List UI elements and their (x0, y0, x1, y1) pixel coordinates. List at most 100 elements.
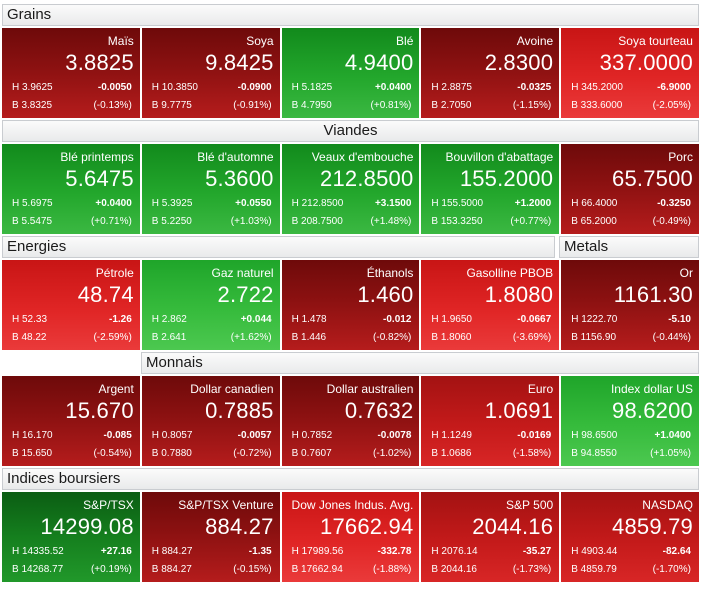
quote-name: Euro (527, 382, 554, 396)
quote-name: Dollar australien (326, 382, 414, 396)
quote-name: Veaux d'embouche (311, 150, 414, 164)
quote-tile[interactable]: Dow Jones Indus. Avg. 17662.94 H 17989.56 B… (281, 492, 420, 582)
quote-change: +0.0550 (235, 198, 272, 209)
quote-percent: (+1.48%) (370, 216, 412, 227)
quote-name: Blé d'automne (197, 150, 274, 164)
quote-high: H 884.27 (151, 546, 193, 557)
quote-tile[interactable]: Porc 65.7500 H 66.4000 B 65.2000 -0.3250 (-0.… (561, 144, 699, 234)
quote-tile[interactable]: Dollar australien 0.7632 H 0.7852 B 0.7607 -… (281, 376, 420, 466)
quote-tile[interactable]: Gaz naturel 2.722 H 2.862 B 2.641 +0.044 (+1.… (141, 260, 280, 350)
quote-tile[interactable]: Gasolline PBOB 1.8080 H 1.9650 B 1.8060 -0.0… (421, 260, 560, 350)
quote-high: H 155.5000 (431, 198, 484, 209)
quote-name: Dow Jones Indus. Avg. (291, 498, 414, 512)
tile-row: Maïs 3.8825 H 3.9625 B 3.8325 -0.0050 (-0.13%… (2, 28, 699, 118)
quote-name: Gaz naturel (211, 266, 274, 280)
quote-tile[interactable]: Veaux d'embouche 212.8500 H 212.8500 B 208.… (281, 144, 420, 234)
quote-percent: (+0.19%) (90, 564, 132, 575)
quote-change: +27.16 (100, 546, 132, 557)
quote-change: +0.0400 (95, 198, 132, 209)
quote-low: B 65.2000 (571, 216, 617, 227)
quote-low: B 48.22 (12, 332, 47, 343)
quote-name: Blé (396, 34, 414, 48)
quote-percent: (+1.62%) (230, 332, 272, 343)
quote-percent: (-0.44%) (652, 332, 691, 343)
quote-percent: (+0.81%) (370, 100, 412, 111)
quote-percent: (-0.91%) (233, 100, 272, 111)
quote-tile[interactable]: S&P/TSX Venture 884.27 H 884.27 B 884.27 -1.… (141, 492, 280, 582)
quote-name: Index dollar US (610, 382, 693, 396)
quote-tile[interactable]: S&P 500 2044.16 H 2076.14 B 2044.16 -35.27 (-… (421, 492, 560, 582)
quote-low: B 94.8550 (571, 448, 617, 459)
quote-low: B 884.27 (151, 564, 192, 575)
quote-percent: (-1.15%) (512, 100, 552, 111)
quote-low: B 1156.90 (571, 332, 617, 343)
quote-percent: (-2.05%) (652, 100, 691, 111)
quote-tile[interactable]: Blé d'automne 5.3600 H 5.3925 B 5.2250 +0.05… (141, 144, 280, 234)
quote-price: 1.460 (357, 282, 414, 307)
quote-change: -35.27 (522, 546, 552, 557)
quote-tile[interactable]: Argent 15.670 H 16.170 B 15.650 -0.085 (-0.54… (2, 376, 140, 466)
quote-change: +1.0400 (654, 430, 691, 441)
quote-tile[interactable]: S&P/TSX 14299.08 H 14335.52 B 14268.77 +27.1… (2, 492, 140, 582)
quote-change: -332.78 (377, 546, 412, 557)
quote-tile[interactable]: Éthanols 1.460 H 1.478 B 1.446 -0.012 (-0.82%… (281, 260, 420, 350)
quote-price: 1161.30 (613, 282, 693, 307)
quote-high: H 2.8875 (431, 82, 472, 93)
quote-price: 98.6200 (612, 398, 693, 423)
quote-name: Soya (246, 34, 274, 48)
quote-low: B 2.641 (151, 332, 187, 343)
quote-change: -0.012 (383, 314, 412, 325)
quote-percent: (-3.69%) (512, 332, 552, 343)
quote-percent: (-0.72%) (233, 448, 272, 459)
quote-price: 4.9400 (344, 50, 414, 75)
quote-name: S&P/TSX Venture (178, 498, 274, 512)
quote-tile[interactable]: Pétrole 48.74 H 52.33 B 48.22 -1.26 (-2.59%) (2, 260, 140, 350)
quote-percent: (+1.05%) (650, 448, 691, 459)
quote-percent: (+0.71%) (90, 216, 132, 227)
quote-name: Bouvillon d'abattage (445, 150, 554, 164)
section-header-row: Energies Metals (2, 234, 699, 258)
quote-tile[interactable]: Avoine 2.8300 H 2.8875 B 2.7050 -0.0325 (-1.1… (421, 28, 560, 118)
quote-tile[interactable]: Blé 4.9400 H 5.1825 B 4.7950 +0.0400 (+0.81%) (281, 28, 420, 118)
quote-change: -1.35 (248, 546, 272, 557)
quote-percent: (-1.88%) (373, 564, 412, 575)
quote-name: Porc (668, 150, 693, 164)
section-header-viandes: Viandes (2, 120, 699, 142)
quote-low: B 0.7880 (151, 448, 192, 459)
quote-tile[interactable]: NASDAQ 4859.79 H 4903.44 B 4859.79 -82.64 (-1… (561, 492, 699, 582)
quote-tile[interactable]: Index dollar US 98.6200 H 98.6500 B 94.8550… (561, 376, 699, 466)
section-header-indices-boursiers: Indices boursiers (2, 468, 699, 490)
quote-tile[interactable]: Maïs 3.8825 H 3.9625 B 3.8325 -0.0050 (-0.13%… (2, 28, 140, 118)
quote-low: B 153.3250 (431, 216, 483, 227)
quote-price: 2.8300 (484, 50, 554, 75)
quote-tile[interactable]: Dollar canadien 0.7885 H 0.8057 B 0.7880 -0.… (141, 376, 280, 466)
quote-high: H 1222.70 (571, 314, 618, 325)
tile-row: Blé printemps 5.6475 H 5.6975 B 5.5475 +0.04… (2, 144, 699, 234)
quote-name: Pétrole (95, 266, 134, 280)
quote-tile[interactable]: Soya 9.8425 H 10.3850 B 9.7775 -0.0900 (-0.91… (141, 28, 280, 118)
quote-price: 884.27 (205, 514, 274, 539)
section-header-row: Viandes (2, 118, 699, 142)
quote-tile[interactable]: Soya tourteau 337.0000 H 345.2000 B 333.600… (561, 28, 699, 118)
section-header-monnais: Monnais (141, 352, 699, 374)
quote-price: 15.670 (65, 398, 134, 423)
quote-change: -0.085 (103, 430, 132, 441)
quote-name: S&P/TSX (83, 498, 134, 512)
quote-change: -0.0169 (517, 430, 552, 441)
quote-percent: (-2.59%) (93, 332, 132, 343)
quote-high: H 2076.14 (431, 546, 478, 557)
quote-tile[interactable]: Euro 1.0691 H 1.1249 B 1.0686 -0.0169 (-1.58%… (421, 376, 560, 466)
quote-percent: (-1.70%) (652, 564, 691, 575)
section-header-grains: Grains (2, 4, 699, 26)
quote-tile[interactable]: Blé printemps 5.6475 H 5.6975 B 5.5475 +0.04… (2, 144, 140, 234)
quote-tile[interactable]: Bouvillon d'abattage 155.2000 H 155.5000 B … (421, 144, 560, 234)
quote-tile[interactable]: Or 1161.30 H 1222.70 B 1156.90 -5.10 (-0.44%) (561, 260, 699, 350)
quote-change: -1.26 (109, 314, 132, 325)
quote-price: 2.722 (217, 282, 274, 307)
quote-high: H 98.6500 (571, 430, 618, 441)
quote-name: Or (679, 266, 693, 280)
quote-price: 155.2000 (459, 166, 554, 191)
quote-change: -0.0900 (237, 82, 272, 93)
quote-price: 1.8080 (484, 282, 554, 307)
quote-high: H 212.8500 (291, 198, 344, 209)
